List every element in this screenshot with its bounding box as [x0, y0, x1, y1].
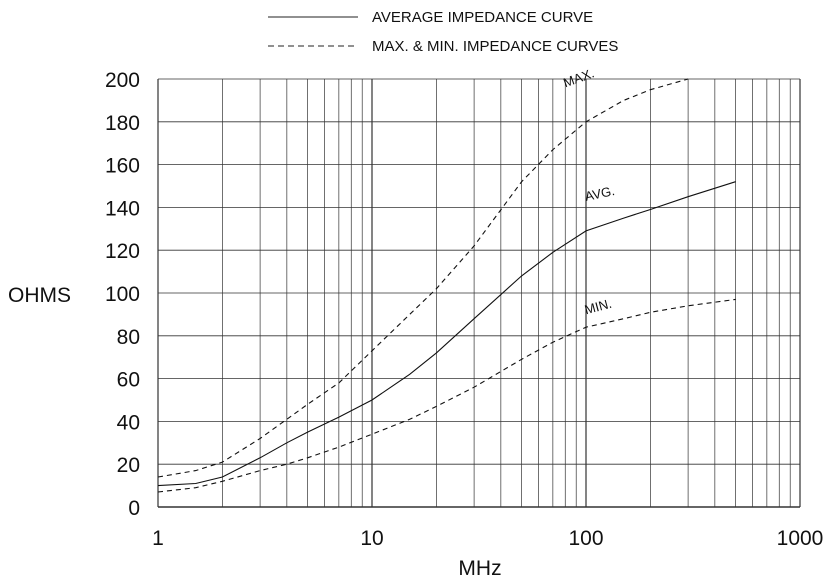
y-tick-label: 200: [105, 69, 140, 92]
legend-maxmin-label: MAX. & MIN. IMPEDANCE CURVES: [372, 38, 618, 55]
curve-label-min: MIN.: [583, 296, 613, 318]
series-line-min: [157, 298, 736, 493]
curve-label-avg: AVG.: [584, 183, 617, 204]
x-tick-label: 10: [360, 527, 383, 550]
legend: AVERAGE IMPEDANCE CURVE MAX. & MIN. IMPE…: [268, 9, 618, 55]
x-tick-label: 1000: [777, 527, 824, 550]
y-tick-label: 80: [117, 326, 140, 349]
curve-label-max: MAX.: [561, 65, 596, 90]
y-axis-label: OHMS: [8, 284, 71, 307]
legend-average-label: AVERAGE IMPEDANCE CURVE: [372, 9, 593, 26]
y-tick-label: 140: [105, 197, 140, 220]
y-tick-label: 180: [105, 112, 140, 135]
y-tick-label: 120: [105, 240, 140, 263]
x-tick-label: 100: [568, 527, 603, 550]
y-tick-label: 20: [117, 454, 140, 477]
series-line-avg: [157, 181, 736, 487]
y-tick-label: 160: [105, 155, 140, 178]
y-tick-label: 60: [117, 369, 140, 392]
grid: [157, 78, 801, 508]
series-group: [157, 78, 736, 493]
series-line-max: [157, 78, 689, 478]
curve-labels: MAX. AVG. MIN.: [561, 65, 616, 317]
y-tick-label: 0: [128, 497, 140, 520]
y-tick-label: 100: [105, 283, 140, 306]
x-tick-label: 1: [152, 527, 164, 550]
tick-labels: 0 20 40 60 80 100 120 140 160 180 200 1 10 100 1000: [105, 69, 823, 550]
y-tick-label: 40: [117, 411, 140, 434]
x-axis-label: MHz: [458, 557, 501, 578]
